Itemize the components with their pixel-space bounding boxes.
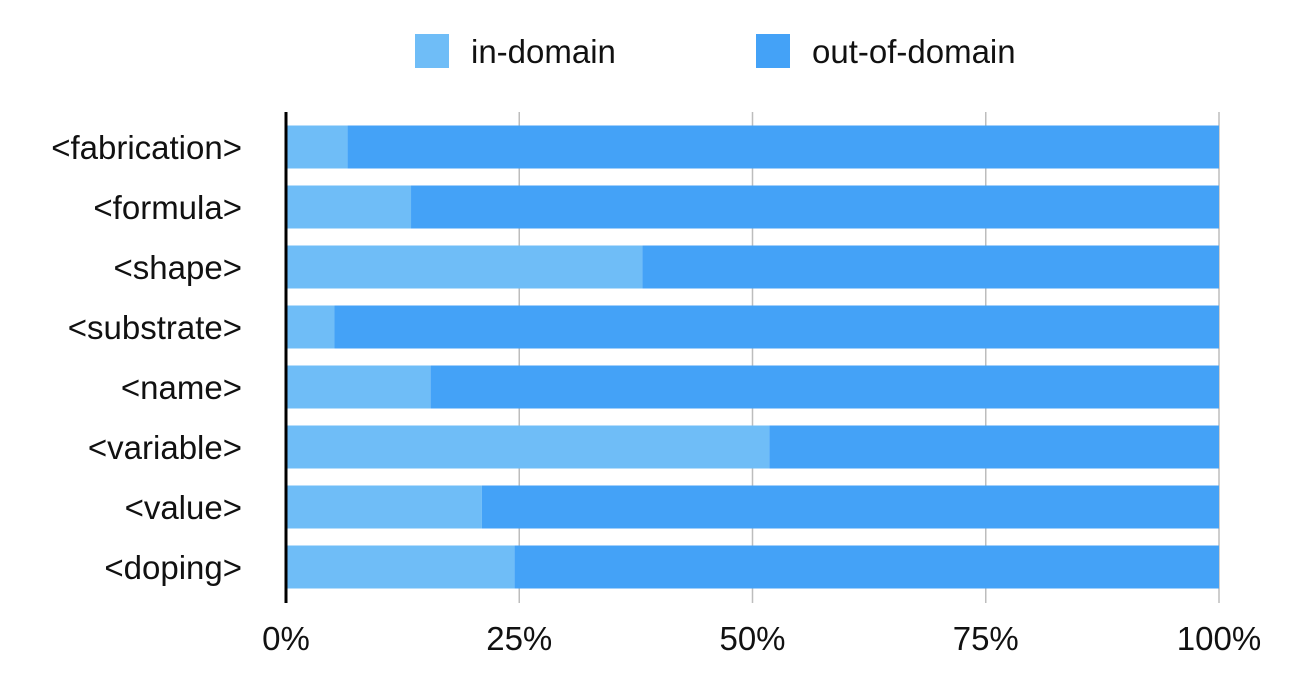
bar-segment-out-of-domain [769, 425, 1219, 469]
x-tick-label: 0% [262, 620, 310, 657]
legend-swatch-out-of-domain [756, 34, 790, 68]
x-tick-label: 75% [953, 620, 1019, 657]
bar-segment-in-domain [286, 425, 770, 469]
axes: 0% 25% 50% 75% 100% <fabrication> <formula> <sh… [51, 112, 1261, 657]
bar-segment-in-domain [286, 485, 482, 529]
legend-label: in-domain [471, 33, 616, 70]
bar-segment-out-of-domain [481, 485, 1219, 529]
x-tick-label: 50% [719, 620, 785, 657]
category-label: <variable> [88, 429, 242, 466]
bar-segment-out-of-domain [334, 305, 1219, 349]
bar-segment-out-of-domain [411, 185, 1220, 229]
bars [286, 125, 1220, 589]
legend-swatch-in-domain [415, 34, 449, 68]
category-label: <formula> [93, 189, 242, 226]
bar-segment-out-of-domain [430, 365, 1219, 409]
bar-segment-in-domain [286, 125, 348, 169]
category-label: <fabrication> [51, 129, 242, 166]
bar-segment-in-domain [286, 365, 431, 409]
category-label: <shape> [114, 249, 242, 286]
legend: in-domain out-of-domain [415, 33, 1016, 70]
bar-segment-out-of-domain [347, 125, 1219, 169]
bar-segment-in-domain [286, 305, 335, 349]
category-label: <substrate> [68, 309, 242, 346]
bar-segment-in-domain [286, 245, 643, 289]
bar-segment-out-of-domain [514, 545, 1219, 589]
category-label: <value> [125, 489, 242, 526]
legend-label: out-of-domain [812, 33, 1016, 70]
category-label: <doping> [104, 549, 242, 586]
bar-segment-out-of-domain [642, 245, 1219, 289]
x-tick-label: 100% [1177, 620, 1261, 657]
x-tick-label: 25% [486, 620, 552, 657]
bar-segment-in-domain [286, 185, 412, 229]
category-label: <name> [121, 369, 242, 406]
bar-segment-in-domain [286, 545, 515, 589]
